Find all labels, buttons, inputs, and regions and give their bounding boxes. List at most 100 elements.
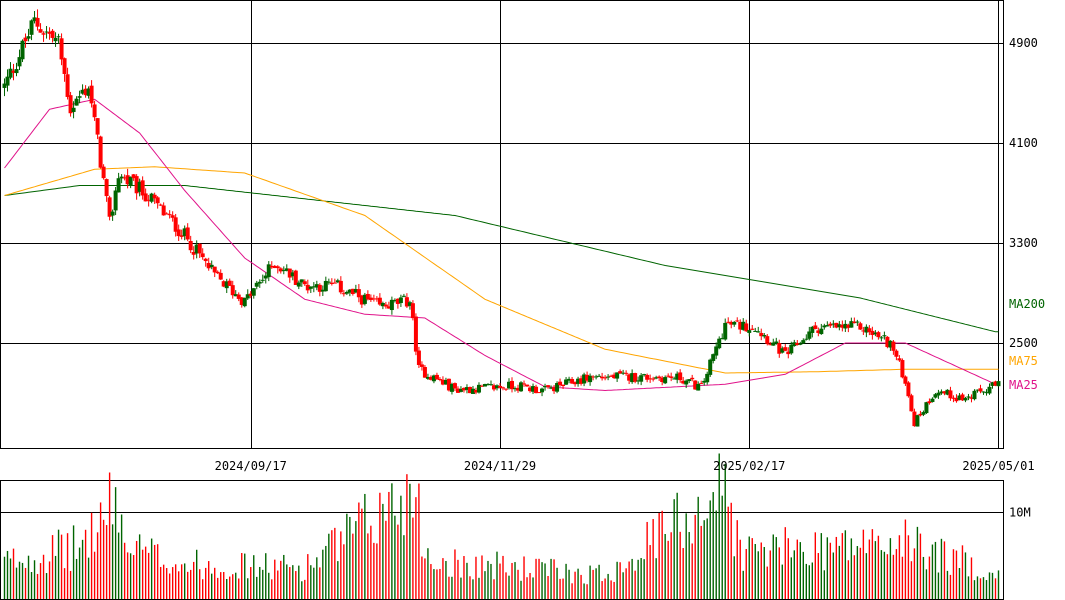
- candle-body: [269, 265, 274, 268]
- candle-body: [326, 281, 331, 283]
- candle-body: [428, 376, 433, 380]
- candle-body: [519, 382, 524, 392]
- candle-body: [371, 298, 376, 300]
- candle-body: [23, 37, 28, 42]
- candle-body: [419, 364, 424, 367]
- candle-body: [579, 378, 584, 384]
- candle-body: [38, 29, 43, 33]
- candle-body: [582, 374, 587, 384]
- candle-body: [389, 299, 394, 311]
- candle-body: [642, 374, 647, 376]
- candle-body: [687, 379, 692, 382]
- candle-body: [362, 294, 367, 304]
- candle-body: [278, 268, 283, 272]
- candle-body: [29, 20, 34, 35]
- candle-body: [915, 415, 920, 427]
- candle-body: [993, 381, 998, 386]
- candle-body: [825, 324, 830, 327]
- candle-body: [452, 383, 457, 389]
- candle-body: [293, 270, 298, 285]
- candle-body: [567, 378, 572, 381]
- candle-body: [768, 344, 773, 346]
- candle-body: [717, 338, 722, 349]
- candle-body: [251, 288, 256, 296]
- candle-body: [275, 266, 280, 269]
- candle-body: [528, 387, 533, 392]
- candle-body: [182, 228, 187, 237]
- candle-body: [723, 322, 728, 340]
- candle-body: [383, 304, 388, 307]
- candlesticks: [2, 9, 1001, 427]
- candle-body: [690, 377, 695, 380]
- candle-body: [804, 338, 809, 340]
- candle-body: [561, 384, 566, 387]
- candle-body: [573, 382, 578, 385]
- candle-body: [26, 36, 31, 39]
- candle-body: [155, 197, 160, 204]
- candle-body: [912, 411, 917, 427]
- candle-body: [702, 380, 707, 383]
- candle-body: [714, 346, 719, 356]
- candle-body: [648, 378, 653, 380]
- candle-body: [729, 321, 734, 325]
- candle-body: [693, 380, 698, 390]
- candle-body: [44, 31, 49, 33]
- candle-body: [395, 298, 400, 304]
- candle-body: [900, 360, 905, 378]
- candle-body: [603, 377, 608, 379]
- candle-body: [828, 323, 833, 326]
- candle-body: [404, 297, 409, 307]
- candle-body: [122, 177, 127, 179]
- candle-body: [65, 74, 70, 97]
- candle-body: [149, 193, 154, 202]
- candle-body: [185, 227, 190, 240]
- candle-body: [711, 354, 716, 361]
- candle-body: [266, 264, 271, 278]
- candle-body: [615, 372, 620, 379]
- candle-body: [945, 389, 950, 395]
- candle-body: [933, 394, 938, 398]
- candle-body: [203, 258, 208, 262]
- candle-body: [504, 388, 509, 390]
- candle-body: [233, 294, 238, 297]
- candle-body: [287, 268, 292, 278]
- candle-body: [173, 217, 178, 232]
- candle-body: [657, 376, 662, 379]
- candle-body: [984, 392, 989, 394]
- ma75-line: [4, 166, 999, 374]
- candle-body: [302, 281, 307, 285]
- candle-body: [434, 374, 439, 380]
- candle-body: [482, 384, 487, 387]
- date-tick-label: 2024/11/29: [464, 459, 536, 473]
- candle-body: [137, 181, 142, 192]
- candle-body: [747, 330, 752, 333]
- candle-body: [618, 371, 623, 374]
- candle-body: [176, 229, 181, 237]
- candle-body: [801, 340, 806, 344]
- candle-body: [134, 176, 139, 194]
- candle-body: [467, 386, 472, 394]
- candle-body: [167, 214, 172, 216]
- candle-body: [789, 344, 794, 354]
- candle-body: [735, 320, 740, 322]
- candle-body: [104, 179, 109, 197]
- candle-body: [392, 300, 397, 302]
- candle-body: [56, 36, 61, 38]
- date-tick-label: 2025/02/17: [713, 459, 785, 473]
- candle-body: [95, 118, 100, 135]
- candle-body: [119, 176, 124, 179]
- candle-body: [813, 325, 818, 330]
- candle-body: [795, 342, 800, 346]
- candle-body: [996, 381, 1001, 387]
- candle-body: [128, 176, 133, 186]
- candle-body: [627, 374, 632, 381]
- candle-body: [948, 390, 953, 399]
- candle-body: [416, 350, 421, 365]
- candle-body: [624, 372, 629, 374]
- candle-body: [422, 367, 427, 378]
- candle-body: [855, 321, 860, 323]
- candle-body: [191, 251, 196, 255]
- candle-body: [954, 397, 959, 402]
- price-tick-label: 3300: [1009, 236, 1038, 250]
- candle-body: [543, 386, 548, 388]
